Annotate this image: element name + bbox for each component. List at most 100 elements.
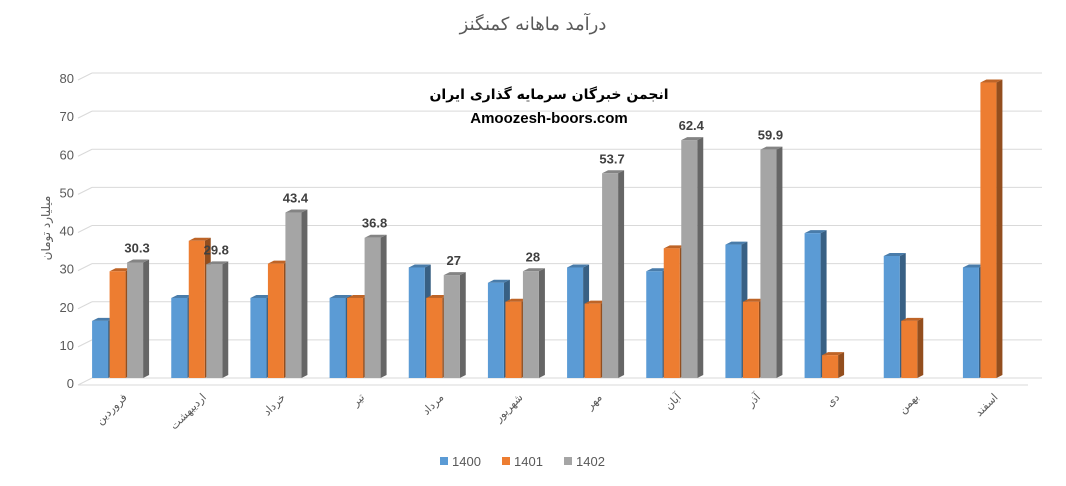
gridline-depth: [77, 110, 93, 119]
bar-front: [822, 355, 839, 378]
bars: [92, 79, 1003, 378]
y-tick-label: 30: [60, 262, 74, 277]
bar-top: [804, 230, 827, 234]
bar-top: [681, 137, 704, 141]
bar-front: [804, 233, 821, 378]
bar-front: [883, 256, 900, 378]
x-tick-label: خرداد: [261, 391, 288, 418]
y-tick-label: 20: [60, 300, 74, 315]
bar-front: [250, 297, 267, 378]
bar-front: [267, 263, 284, 378]
bar: [760, 146, 783, 378]
bar: [285, 209, 308, 378]
bar-front: [980, 82, 997, 378]
bar-top: [443, 272, 466, 276]
bar-front: [426, 297, 443, 378]
x-tick-label: آبان: [662, 390, 685, 413]
bar-side: [538, 268, 545, 378]
data-label: 27: [447, 253, 461, 268]
bar-front: [487, 282, 504, 378]
bar-side: [820, 230, 827, 378]
bar-top: [505, 298, 528, 302]
bar-top: [109, 268, 132, 272]
bar: [901, 317, 924, 378]
x-tick-label: آذر: [743, 390, 764, 411]
legend-swatch: [440, 457, 448, 465]
bar: [602, 170, 625, 378]
data-label: 36.8: [362, 216, 387, 231]
bar-top: [329, 294, 352, 298]
bar-top: [408, 264, 431, 268]
legend: 1400 1401 1402: [440, 454, 605, 469]
bar: [980, 79, 1003, 378]
legend-item: 1401: [502, 454, 543, 469]
data-labels: 30.3 29.8 43.4 36.8 27 28 53.7 62.4 59.9: [124, 118, 783, 268]
bar-side: [838, 352, 845, 378]
bar: [443, 272, 466, 378]
bar-front: [681, 140, 698, 378]
bar-top: [567, 264, 590, 268]
y-axis-label: میلیارد تومان: [39, 196, 54, 261]
y-axis-ticks: 0 10 20 30 40 50 60 70 80: [60, 71, 74, 391]
chart-title: درآمد ماهانه کمنگنز: [459, 12, 607, 35]
bar-top: [267, 260, 290, 264]
bar-side: [301, 209, 308, 378]
bar-side: [917, 317, 924, 378]
legend-swatch: [564, 457, 572, 465]
bar-top: [646, 268, 669, 272]
gridline-depth: [77, 301, 93, 310]
data-label: 59.9: [758, 128, 783, 143]
bar-top: [426, 294, 449, 298]
bar-front: [408, 267, 425, 378]
bar-front: [109, 271, 126, 378]
bar-front: [364, 237, 381, 378]
bar-front: [92, 320, 109, 378]
x-tick-label: مهر: [583, 391, 605, 413]
bar-side: [618, 170, 625, 378]
bar-side: [143, 259, 150, 378]
bar-top: [522, 268, 545, 272]
bar-front: [206, 264, 223, 378]
bar-top: [742, 298, 765, 302]
legend-label: 1400: [452, 454, 481, 469]
data-label: 43.4: [283, 191, 309, 206]
bar-front: [443, 275, 460, 378]
bar-front: [584, 303, 601, 378]
y-tick-label: 60: [60, 147, 74, 162]
y-tick-label: 50: [60, 185, 74, 200]
gridline-depth: [77, 263, 93, 272]
bar-top: [901, 317, 924, 321]
bar-top: [285, 209, 308, 213]
bar-top: [962, 264, 985, 268]
x-tick-label: فروردین: [93, 391, 129, 427]
data-label: 30.3: [124, 240, 149, 255]
y-tick-label: 70: [60, 109, 74, 124]
data-label: 53.7: [599, 151, 624, 166]
bar-top: [127, 259, 150, 263]
bar-top: [171, 294, 194, 298]
y-tick-label: 10: [60, 338, 74, 353]
bar-top: [364, 234, 387, 238]
bar-side: [222, 261, 229, 378]
bar: [804, 230, 827, 378]
bar-front: [329, 297, 346, 378]
legend-swatch: [502, 457, 510, 465]
gridline-depth: [77, 186, 93, 195]
x-tick-label: دی: [823, 391, 842, 410]
bar-front: [171, 297, 188, 378]
bar-top: [663, 245, 686, 249]
bar-front: [663, 248, 680, 378]
gridline-depth: [77, 148, 93, 157]
bar-side: [776, 146, 783, 378]
x-tick-label: اردیبهشت: [168, 391, 209, 432]
bar-top: [206, 261, 229, 265]
bar-top: [250, 294, 273, 298]
bar-front: [646, 271, 663, 378]
bar-side: [380, 234, 387, 378]
bar-top: [883, 253, 906, 256]
bar: [206, 261, 229, 378]
bar-front: [347, 297, 364, 378]
bar-top: [602, 170, 625, 174]
bar-front: [567, 267, 584, 378]
